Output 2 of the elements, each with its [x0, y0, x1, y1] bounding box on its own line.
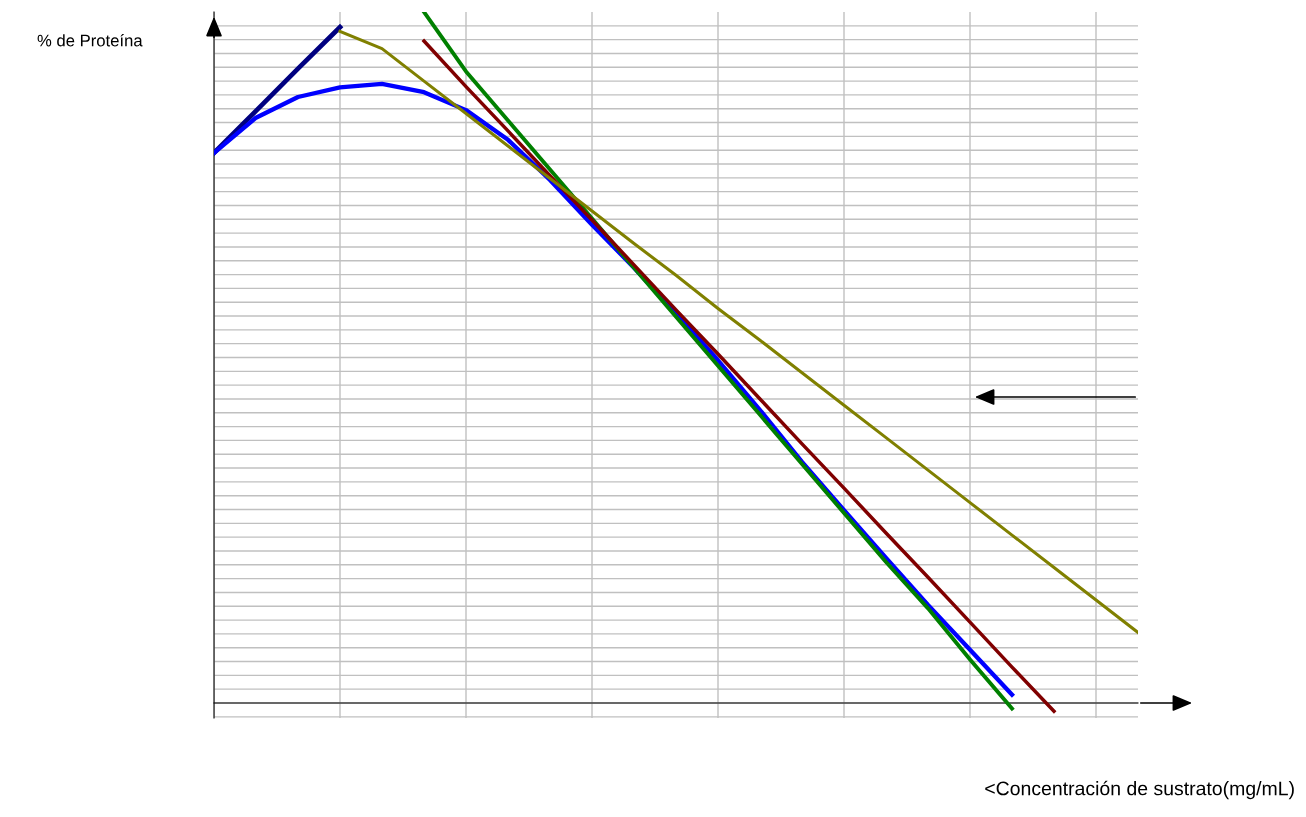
y-axis-title: % de Proteína [37, 34, 143, 47]
x-axis-title: <Concentración de sustrato(mg/mL) [985, 780, 1294, 800]
